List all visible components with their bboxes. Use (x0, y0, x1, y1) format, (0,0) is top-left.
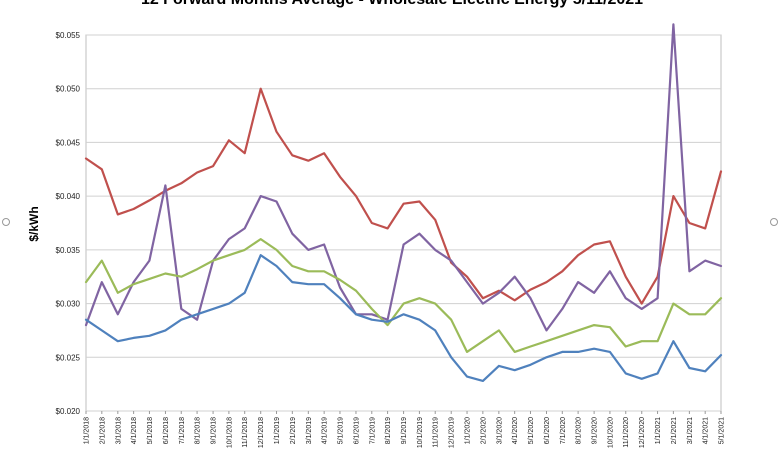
x-axis-ticks: 1/1/2018 2/1/2018 3/1/2018 4/1/2018 5/1/2018… (84, 411, 726, 448)
y-tick-label: $0.050 (56, 85, 81, 94)
x-tick-label: 1/1/2018 (84, 417, 91, 444)
x-tick-label: 4/1/2021 (703, 417, 710, 444)
x-tick-label: 10/1/2018 (226, 417, 233, 448)
x-tick-label: 12/1/2018 (258, 417, 265, 448)
x-tick-label: 11/1/2019 (433, 417, 440, 448)
x-tick-label: 2/1/2021 (671, 417, 678, 444)
x-tick-label: 3/1/2019 (306, 417, 313, 444)
x-tick-label: 5/1/2018 (147, 417, 154, 444)
x-tick-label: 6/1/2018 (163, 417, 170, 444)
x-tick-label: 5/1/2020 (528, 417, 535, 444)
y-tick-label: $0.030 (56, 300, 81, 309)
x-tick-label: 2/1/2018 (99, 417, 106, 444)
x-tick-label: 3/1/2018 (115, 417, 122, 444)
x-tick-label: 7/1/2020 (560, 417, 567, 444)
x-tick-label: 1/1/2021 (655, 417, 662, 444)
chart-resize-handle-left[interactable] (2, 218, 10, 226)
y-tick-label: $0.020 (56, 407, 81, 416)
x-tick-label: 12/1/2020 (639, 417, 646, 448)
series-line-red (84, 87, 723, 305)
x-tick-label: 5/1/2021 (719, 417, 726, 444)
y-tick-label: $0.035 (56, 246, 81, 255)
x-tick-label: 8/1/2020 (576, 417, 583, 444)
x-tick-label: 3/1/2020 (496, 417, 503, 444)
y-tick-label: $0.045 (56, 138, 81, 147)
series-group (84, 23, 723, 382)
x-tick-label: 5/1/2019 (337, 417, 344, 444)
x-tick-label: 8/1/2019 (385, 417, 392, 444)
x-tick-label: 10/1/2019 (417, 417, 424, 448)
y-tick-label: $0.040 (56, 192, 81, 201)
x-tick-label: 4/1/2020 (512, 417, 519, 444)
series-line-green (84, 238, 723, 353)
x-tick-label: 9/1/2019 (401, 417, 408, 444)
y-axis-ticks: $0.020 $0.025 $0.030 $0.035 $0.040 $0.045 $0.0… (56, 31, 81, 416)
x-tick-label: 10/1/2020 (607, 417, 614, 448)
chart-title: 12 Forward Months Average - Wholesale El… (141, 0, 643, 8)
x-tick-label: 6/1/2020 (544, 417, 551, 444)
x-tick-label: 4/1/2018 (131, 417, 138, 444)
series-line-blue (84, 254, 723, 382)
x-tick-label: 7/1/2018 (179, 417, 186, 444)
x-tick-label: 9/1/2020 (592, 417, 599, 444)
x-tick-label: 6/1/2019 (353, 417, 360, 444)
y-tick-label: $0.025 (56, 353, 81, 362)
x-tick-label: 1/1/2020 (465, 417, 472, 444)
x-tick-label: 3/1/2021 (687, 417, 694, 444)
x-tick-label: 11/1/2020 (623, 417, 630, 448)
y-tick-label: $0.055 (56, 31, 81, 40)
y-axis-label: $/kWh (27, 206, 41, 241)
x-tick-label: 12/1/2019 (449, 417, 456, 448)
x-tick-label: 4/1/2019 (322, 417, 329, 444)
plot-area (85, 34, 722, 412)
x-tick-label: 9/1/2018 (211, 417, 218, 444)
x-tick-label: 8/1/2018 (195, 417, 202, 444)
x-tick-label: 2/1/2019 (290, 417, 297, 444)
chart-resize-handle-right[interactable] (770, 218, 778, 226)
x-tick-label: 11/1/2018 (242, 417, 249, 448)
x-tick-label: 2/1/2020 (480, 417, 487, 444)
x-tick-label: 7/1/2019 (369, 417, 376, 444)
x-tick-label: 1/1/2019 (274, 417, 281, 444)
